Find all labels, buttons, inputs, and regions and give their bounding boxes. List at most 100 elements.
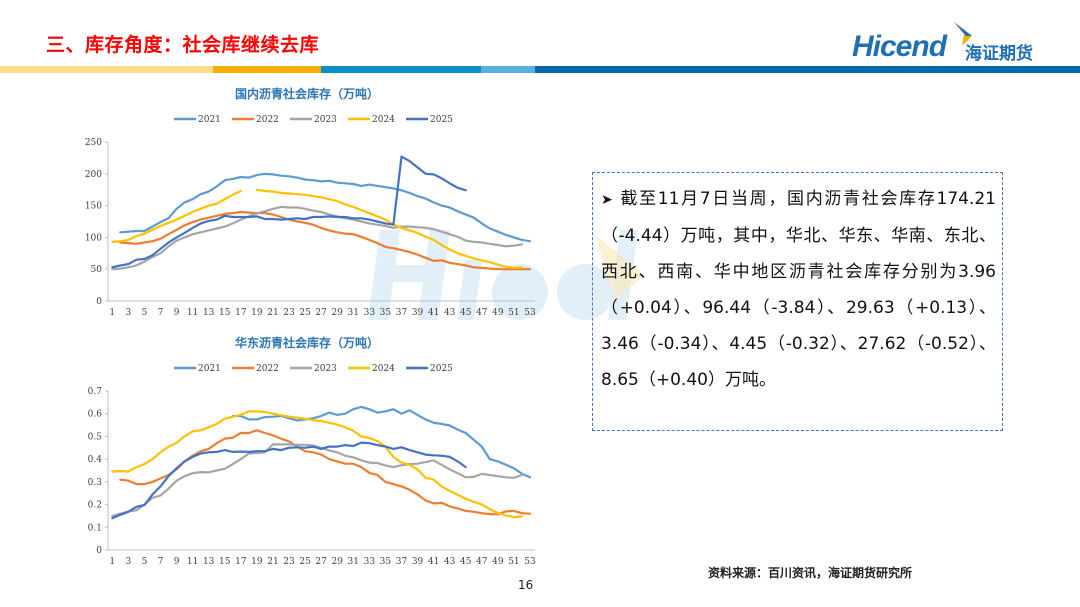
summary-text: 截至11月7日当周，国内沥青社会库存174.21（-4.44）万吨，其中，华北、… (601, 189, 996, 390)
x-tick-label: 25 (299, 557, 311, 567)
x-tick-label: 9 (174, 557, 180, 567)
y-tick-label: 250 (85, 138, 102, 148)
series-line-2023 (111, 205, 524, 271)
series-line-2023 (111, 443, 524, 517)
x-tick-label: 31 (348, 308, 359, 318)
series-line-2025 (111, 155, 467, 269)
x-tick-label: 35 (380, 308, 392, 318)
x-tick-label: 27 (315, 308, 327, 318)
x-tick-label: 29 (331, 557, 343, 567)
source-note: 资料来源：百川资讯，海证期货研究所 (708, 566, 913, 580)
x-tick-label: 25 (299, 308, 311, 318)
x-tick-label: 39 (412, 557, 424, 567)
x-tick-label: 45 (460, 308, 472, 318)
x-tick-label: 41 (428, 557, 439, 567)
x-tick-label: 7 (158, 308, 164, 318)
y-tick-label: 50 (91, 265, 103, 275)
x-tick-label: 19 (251, 557, 263, 567)
y-tick-label: 0 (96, 546, 102, 556)
x-tick-label: 1 (109, 308, 115, 318)
y-tick-label: 200 (85, 170, 102, 180)
x-tick-label: 33 (364, 308, 376, 318)
legend-label-2022: 2022 (256, 115, 279, 125)
x-tick-label: 5 (142, 557, 148, 567)
x-tick-label: 3 (125, 557, 131, 567)
series-line-2021 (231, 405, 532, 479)
x-tick-label: 11 (187, 308, 198, 318)
x-tick-label: 19 (251, 308, 263, 318)
x-tick-label: 3 (125, 308, 131, 318)
legend-label-2023: 2023 (314, 115, 337, 125)
logo-text-en: Hicend (852, 30, 947, 63)
legend-label-2022: 2022 (256, 364, 279, 374)
x-tick-label: 5 (142, 308, 148, 318)
logo-arrow-icon (954, 22, 972, 46)
hicend-logo: Hicend 海证期货 (852, 22, 1062, 68)
y-tick-label: 0.6 (88, 410, 103, 420)
series-line-2022 (119, 429, 532, 516)
slide-title: 三、库存角度：社会库继续去库 (46, 34, 320, 56)
y-tick-label: 100 (85, 233, 102, 243)
x-tick-label: 45 (460, 557, 472, 567)
x-tick-label: 49 (492, 557, 504, 567)
x-tick-label: 47 (476, 308, 488, 318)
x-tick-label: 13 (203, 308, 215, 318)
legend-label-2024: 2024 (372, 364, 395, 374)
x-tick-label: 29 (331, 308, 343, 318)
x-tick-label: 31 (348, 557, 359, 567)
x-tick-label: 11 (187, 557, 198, 567)
x-tick-label: 23 (283, 557, 295, 567)
x-tick-label: 15 (219, 557, 231, 567)
y-tick-label: 0.4 (88, 455, 103, 465)
bar-segment (481, 66, 535, 73)
x-tick-label: 23 (283, 308, 295, 318)
y-tick-label: 0.3 (88, 478, 103, 488)
arrow-bullet-icon: ➤ (601, 192, 613, 208)
x-tick-label: 21 (267, 308, 278, 318)
x-tick-label: 35 (380, 557, 392, 567)
page-number: 16 (518, 578, 534, 592)
x-tick-label: 51 (508, 557, 519, 567)
series-line-2022 (119, 210, 532, 271)
x-tick-label: 47 (476, 557, 488, 567)
y-tick-label: 0.7 (88, 387, 103, 397)
x-tick-label: 27 (315, 557, 327, 567)
x-tick-label: 53 (524, 308, 536, 318)
y-tick-label: 0.5 (88, 432, 103, 442)
bar-segment (535, 66, 1080, 73)
chart-title: 国内沥青社会库存（万吨） (235, 86, 379, 101)
y-tick-label: 0.2 (88, 501, 102, 511)
summary-text-box: ➤ 截至11月7日当周，国内沥青社会库存174.21（-4.44）万吨，其中，华北… (592, 172, 1003, 431)
y-tick-label: 0 (96, 297, 102, 307)
x-tick-label: 1 (109, 557, 115, 567)
x-tick-label: 9 (174, 308, 180, 318)
legend-label-2024: 2024 (372, 115, 395, 125)
x-tick-label: 43 (444, 557, 456, 567)
header-color-bar (0, 66, 1080, 73)
series-line-2024 (111, 410, 524, 519)
x-tick-label: 37 (396, 308, 408, 318)
x-tick-label: 13 (203, 557, 215, 567)
x-tick-label: 49 (492, 308, 504, 318)
series-line-2025 (111, 441, 467, 520)
x-tick-label: 21 (267, 557, 278, 567)
watermark-logo-graphic (368, 230, 645, 320)
x-tick-label: 43 (444, 308, 456, 318)
x-tick-label: 33 (364, 557, 376, 567)
legend-label-2023: 2023 (314, 364, 337, 374)
legend-label-2021: 2021 (198, 364, 221, 374)
x-tick-label: 15 (219, 308, 231, 318)
y-tick-label: 0.1 (88, 523, 102, 533)
bar-segment (213, 66, 321, 73)
y-tick-label: 150 (85, 202, 102, 212)
x-tick-label: 7 (158, 557, 164, 567)
x-tick-label: 53 (524, 557, 536, 567)
series-line-2024 (111, 188, 524, 269)
series-line-2021 (119, 172, 532, 243)
watermark-arrow (595, 235, 645, 300)
legend-label-2025: 2025 (430, 115, 453, 125)
x-tick-label: 41 (428, 308, 439, 318)
bar-segment (321, 66, 481, 73)
x-tick-label: 17 (235, 557, 247, 567)
